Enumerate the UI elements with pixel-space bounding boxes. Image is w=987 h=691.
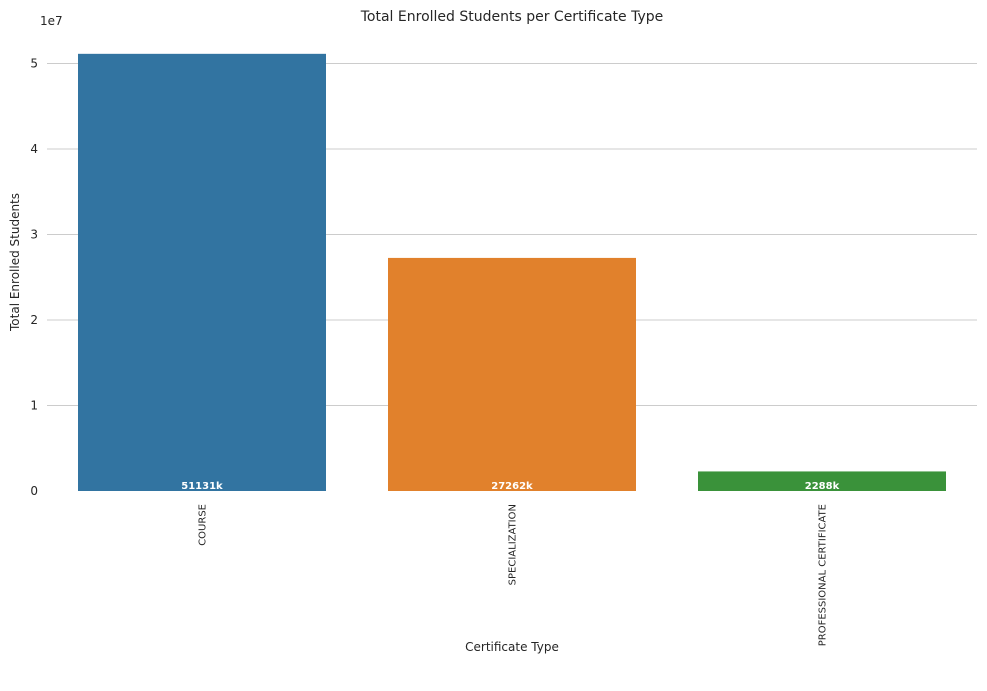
y-tick-label: 3 bbox=[30, 228, 38, 242]
x-axis-label: Certificate Type bbox=[465, 640, 559, 654]
data-label: 2288k bbox=[805, 481, 840, 492]
data-label: 27262k bbox=[491, 481, 533, 492]
bars bbox=[78, 53, 946, 491]
data-labels: 51131k 27262k 2288k bbox=[181, 481, 839, 492]
bar bbox=[78, 53, 326, 491]
x-tick-label: PROFESSIONAL CERTIFICATE bbox=[818, 504, 829, 646]
y-tick-label: 2 bbox=[30, 313, 38, 327]
chart-title: Total Enrolled Students per Certificate … bbox=[360, 9, 664, 25]
x-tick-label: COURSE bbox=[198, 504, 209, 546]
bar bbox=[698, 471, 946, 491]
y-tick-label: 5 bbox=[30, 57, 38, 71]
y-tick-label: 4 bbox=[30, 142, 38, 156]
y-axis-scale-label: 1e7 bbox=[40, 14, 63, 28]
x-tick-labels: COURSE SPECIALIZATION PROFESSIONAL CERTIFI… bbox=[198, 504, 829, 646]
y-tick-label: 0 bbox=[30, 484, 38, 498]
y-tick-label: 1 bbox=[30, 399, 38, 413]
x-tick-label: SPECIALIZATION bbox=[508, 504, 519, 585]
y-axis-label: Total Enrolled Students bbox=[8, 193, 22, 332]
data-label: 51131k bbox=[181, 481, 223, 492]
y-tick-labels: 0 1 2 3 4 5 bbox=[30, 57, 38, 499]
bar bbox=[388, 257, 636, 491]
